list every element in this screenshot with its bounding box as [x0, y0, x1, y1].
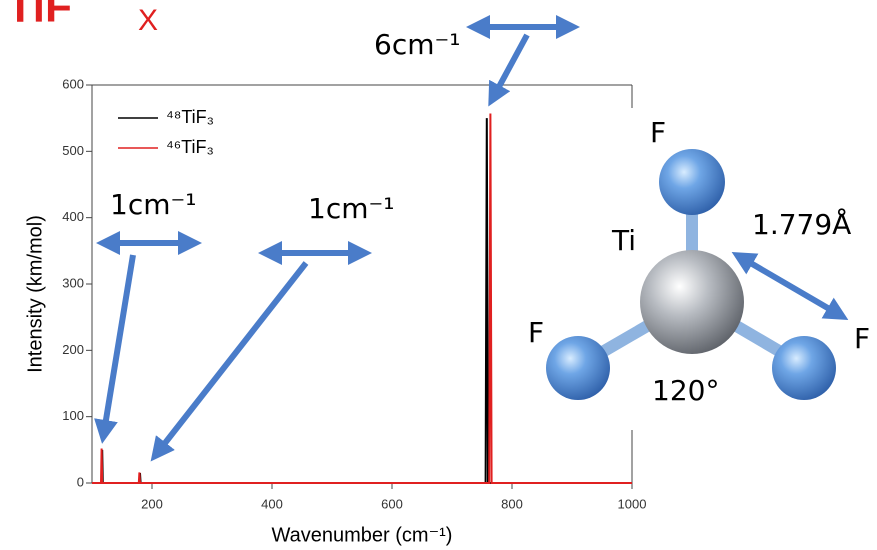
y-tick-label: 100 — [62, 408, 84, 423]
annotation: 1cm⁻¹ — [110, 188, 197, 221]
annotation: 120° — [652, 374, 719, 407]
chart: s TiF X 0 100 200 300 400 500 600 200 400 600 800 1… — [0, 0, 877, 550]
x-axis-label: Wavenumber (cm⁻¹) — [272, 524, 453, 546]
arrow — [742, 258, 838, 314]
atom-f — [772, 336, 836, 400]
y-tick-label: 0 — [77, 474, 84, 489]
y-tick-label: 400 — [62, 209, 84, 224]
molecule — [546, 149, 836, 400]
title-sub: X — [138, 4, 158, 37]
atom-f — [659, 149, 725, 215]
arrow — [494, 35, 527, 96]
y-axis-label: Intensity (km/mol) — [24, 215, 46, 373]
series-line — [92, 114, 632, 483]
y-tick-label: 600 — [62, 76, 84, 91]
plot: 0 100 200 300 400 500 600 200 400 600 800 1000 Waven… — [24, 76, 646, 546]
y-tick-label: 500 — [62, 143, 84, 158]
x-tick-label: 800 — [501, 496, 523, 511]
annotation: F — [650, 116, 666, 149]
atom-ti — [640, 250, 744, 354]
annotation: F — [854, 322, 870, 355]
atom-f — [546, 336, 610, 400]
annotation: F — [528, 316, 544, 349]
annotation: 1cm⁻¹ — [308, 192, 395, 225]
x-tick-label: 400 — [261, 496, 283, 511]
annotation: 1.779Å — [752, 207, 851, 241]
arrow — [104, 255, 133, 432]
y-tick-label: 200 — [62, 342, 84, 357]
arrow — [158, 263, 306, 452]
x-tick-label: 1000 — [618, 496, 647, 511]
x-tick-label: 200 — [141, 496, 163, 511]
legend-label: ⁴⁸TiF₃ — [166, 107, 214, 127]
x-tick-label: 600 — [381, 496, 403, 511]
legend-label: ⁴⁶TiF₃ — [166, 137, 214, 157]
y-tick-label: 300 — [62, 275, 84, 290]
annotation: 6cm⁻¹ — [374, 28, 461, 61]
title: s TiF — [0, 0, 72, 32]
annotation: Ti — [611, 224, 636, 257]
arrows — [104, 27, 838, 452]
